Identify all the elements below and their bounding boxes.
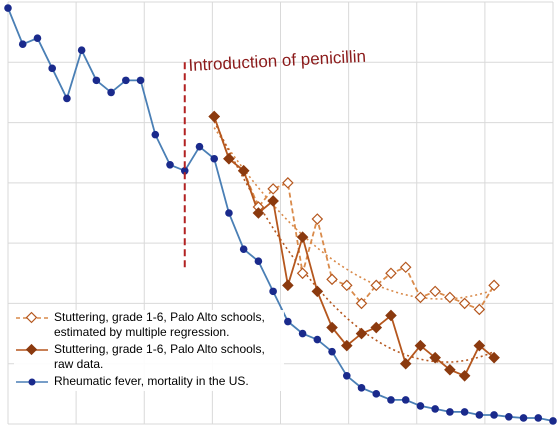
point-stuttering-raw bbox=[252, 207, 265, 219]
point-rheumatic-fever bbox=[77, 46, 86, 55]
legend-label-stuttering-estimated: Stuttering, grade 1-6, Palo Alto schools… bbox=[54, 310, 265, 339]
point-stuttering-estimated bbox=[267, 183, 279, 195]
point-stuttering-raw bbox=[414, 339, 427, 352]
point-stuttering-estimated bbox=[444, 291, 456, 304]
point-stuttering-raw bbox=[488, 351, 500, 364]
point-stuttering-estimated bbox=[282, 177, 294, 189]
point-stuttering-raw bbox=[340, 339, 353, 352]
legend-label-stuttering-raw: Stuttering, grade 1-6, Palo Alto schools… bbox=[54, 342, 265, 371]
legend-swatch-dashed-diamond bbox=[16, 311, 48, 324]
point-rheumatic-fever bbox=[239, 245, 248, 253]
point-rheumatic-fever bbox=[401, 396, 410, 404]
point-rheumatic-fever bbox=[195, 142, 204, 151]
point-stuttering-raw bbox=[355, 327, 368, 340]
legend: Stuttering, grade 1-6, Palo Alto schools… bbox=[14, 310, 284, 391]
point-rheumatic-fever bbox=[534, 414, 543, 422]
point-rheumatic-fever bbox=[151, 130, 160, 139]
point-stuttering-estimated bbox=[473, 303, 486, 316]
point-rheumatic-fever bbox=[372, 390, 381, 398]
point-rheumatic-fever bbox=[210, 154, 219, 163]
point-rheumatic-fever bbox=[549, 417, 557, 425]
point-rheumatic-fever bbox=[4, 4, 12, 12]
point-rheumatic-fever bbox=[18, 40, 27, 48]
point-rheumatic-fever bbox=[166, 160, 174, 169]
point-rheumatic-fever bbox=[33, 34, 42, 42]
point-stuttering-estimated bbox=[340, 279, 353, 292]
point-rheumatic-fever bbox=[284, 317, 292, 326]
point-stuttering-raw bbox=[282, 279, 294, 292]
point-stuttering-raw bbox=[326, 321, 338, 334]
point-rheumatic-fever bbox=[446, 408, 454, 416]
trendline-stuttering-raw bbox=[213, 120, 495, 363]
point-stuttering-raw bbox=[208, 110, 221, 123]
point-rheumatic-fever bbox=[387, 396, 395, 404]
point-rheumatic-fever bbox=[505, 412, 513, 421]
point-stuttering-estimated bbox=[252, 201, 265, 213]
point-rheumatic-fever bbox=[254, 257, 263, 266]
point-stuttering-raw bbox=[311, 285, 324, 298]
point-rheumatic-fever bbox=[225, 209, 233, 217]
legend-swatch-circle bbox=[16, 378, 48, 386]
point-stuttering-raw bbox=[399, 357, 412, 370]
point-rheumatic-fever bbox=[136, 76, 145, 85]
point-rheumatic-fever bbox=[63, 94, 71, 103]
point-stuttering-raw bbox=[458, 369, 471, 382]
point-stuttering-estimated bbox=[385, 267, 397, 280]
point-stuttering-raw bbox=[223, 152, 235, 165]
point-stuttering-raw bbox=[429, 351, 441, 364]
point-stuttering-estimated bbox=[488, 279, 500, 292]
point-stuttering-estimated bbox=[370, 279, 383, 292]
legend-item-stuttering-raw: Stuttering, grade 1-6, Palo Alto schools… bbox=[14, 342, 284, 372]
point-stuttering-raw bbox=[237, 165, 250, 177]
legend-item-stuttering-estimated: Stuttering, grade 1-6, Palo Alto schools… bbox=[14, 310, 284, 340]
point-rheumatic-fever bbox=[416, 402, 425, 410]
point-stuttering-estimated bbox=[311, 213, 324, 225]
point-rheumatic-fever bbox=[342, 371, 351, 380]
point-stuttering-estimated bbox=[355, 297, 368, 310]
point-stuttering-raw bbox=[267, 195, 279, 207]
point-rheumatic-fever bbox=[269, 287, 277, 296]
point-rheumatic-fever bbox=[475, 411, 484, 419]
point-stuttering-estimated bbox=[429, 285, 441, 298]
point-rheumatic-fever bbox=[460, 408, 469, 416]
point-rheumatic-fever bbox=[107, 88, 115, 97]
point-stuttering-estimated bbox=[458, 297, 471, 310]
point-rheumatic-fever bbox=[48, 64, 56, 73]
point-stuttering-raw bbox=[385, 309, 397, 322]
point-rheumatic-fever bbox=[298, 329, 307, 338]
legend-swatch-solid-diamond bbox=[16, 343, 48, 356]
point-stuttering-estimated bbox=[296, 267, 309, 280]
point-rheumatic-fever bbox=[313, 335, 322, 344]
point-rheumatic-fever bbox=[490, 411, 498, 419]
series-layer bbox=[4, 4, 557, 425]
point-rheumatic-fever bbox=[180, 167, 189, 175]
point-stuttering-estimated bbox=[399, 261, 412, 274]
point-rheumatic-fever bbox=[519, 414, 528, 422]
point-stuttering-raw bbox=[296, 231, 309, 243]
point-rheumatic-fever bbox=[92, 76, 101, 85]
point-stuttering-raw bbox=[370, 321, 383, 334]
point-rheumatic-fever bbox=[431, 405, 439, 413]
point-rheumatic-fever bbox=[122, 76, 130, 85]
legend-item-rheumatic-fever: Rheumatic fever, mortality in the US. bbox=[14, 374, 284, 389]
point-rheumatic-fever bbox=[328, 347, 336, 356]
point-stuttering-estimated bbox=[326, 273, 338, 286]
point-stuttering-raw bbox=[444, 363, 456, 376]
point-rheumatic-fever bbox=[357, 384, 366, 392]
point-stuttering-raw bbox=[473, 339, 486, 352]
legend-label-rheumatic-fever: Rheumatic fever, mortality in the US. bbox=[54, 374, 249, 388]
point-stuttering-estimated bbox=[414, 291, 427, 304]
